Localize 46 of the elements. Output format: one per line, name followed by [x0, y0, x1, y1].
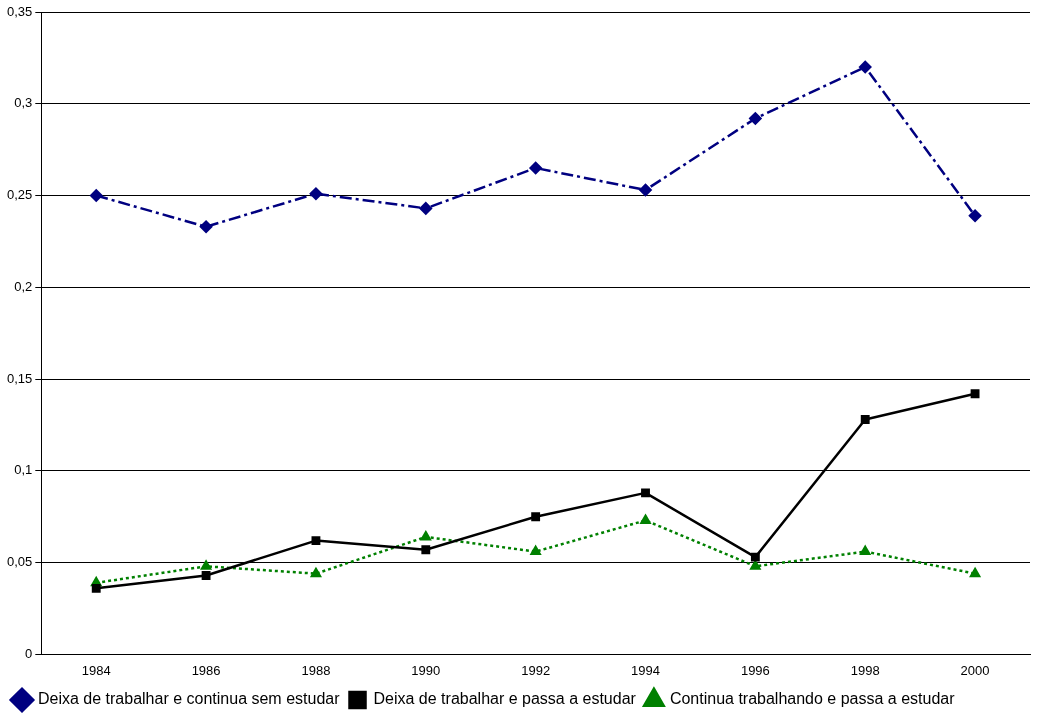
point — [750, 560, 761, 570]
x-tick-label: 1986 — [191, 662, 221, 678]
x-tick-label: 1996 — [740, 662, 770, 678]
point — [969, 567, 981, 578]
point — [89, 189, 103, 202]
y-tick-label: 0,3 — [14, 95, 33, 111]
point — [311, 536, 321, 546]
point — [419, 202, 433, 215]
point — [858, 60, 872, 74]
point — [531, 512, 541, 522]
point — [529, 161, 542, 175]
point — [970, 389, 980, 399]
point — [749, 112, 762, 125]
point — [968, 209, 982, 222]
y-tick-label: 0,25 — [6, 187, 33, 203]
y-tick-label: 0 — [25, 645, 33, 661]
point — [750, 552, 760, 562]
point — [91, 583, 101, 593]
y-tick-label: 0,05 — [6, 554, 33, 570]
point — [310, 567, 322, 578]
point — [641, 488, 650, 498]
point — [201, 571, 211, 580]
point — [640, 514, 651, 524]
y-tick-label: 0,2 — [14, 278, 33, 294]
x-tick-label: 1984 — [81, 662, 111, 678]
legend-label: Deixa de trabalhar e passa a estudar — [373, 690, 637, 708]
legend-label: Continua trabalhando e passa a estudar — [669, 690, 956, 708]
point — [860, 415, 870, 424]
x-tick-label: 1994 — [631, 662, 660, 678]
x-tick-label: 1988 — [301, 662, 331, 678]
point — [639, 183, 652, 197]
y-tick-label: 0,15 — [6, 370, 33, 386]
y-tick-label: 0,35 — [6, 3, 33, 19]
point — [421, 545, 431, 555]
x-tick-label: 1998 — [850, 662, 880, 678]
x-tick-label: 1990 — [411, 662, 441, 678]
point — [860, 545, 871, 556]
y-tick-label: 0,1 — [14, 462, 33, 478]
point — [200, 560, 212, 570]
x-tick-label: 2000 — [960, 662, 990, 678]
x-tick-label: 1992 — [521, 662, 551, 678]
legend-label: Deixa de trabalhar e continua sem estudar — [38, 690, 341, 708]
point — [199, 220, 213, 233]
point — [530, 545, 541, 556]
point — [420, 531, 431, 541]
point — [309, 187, 323, 200]
